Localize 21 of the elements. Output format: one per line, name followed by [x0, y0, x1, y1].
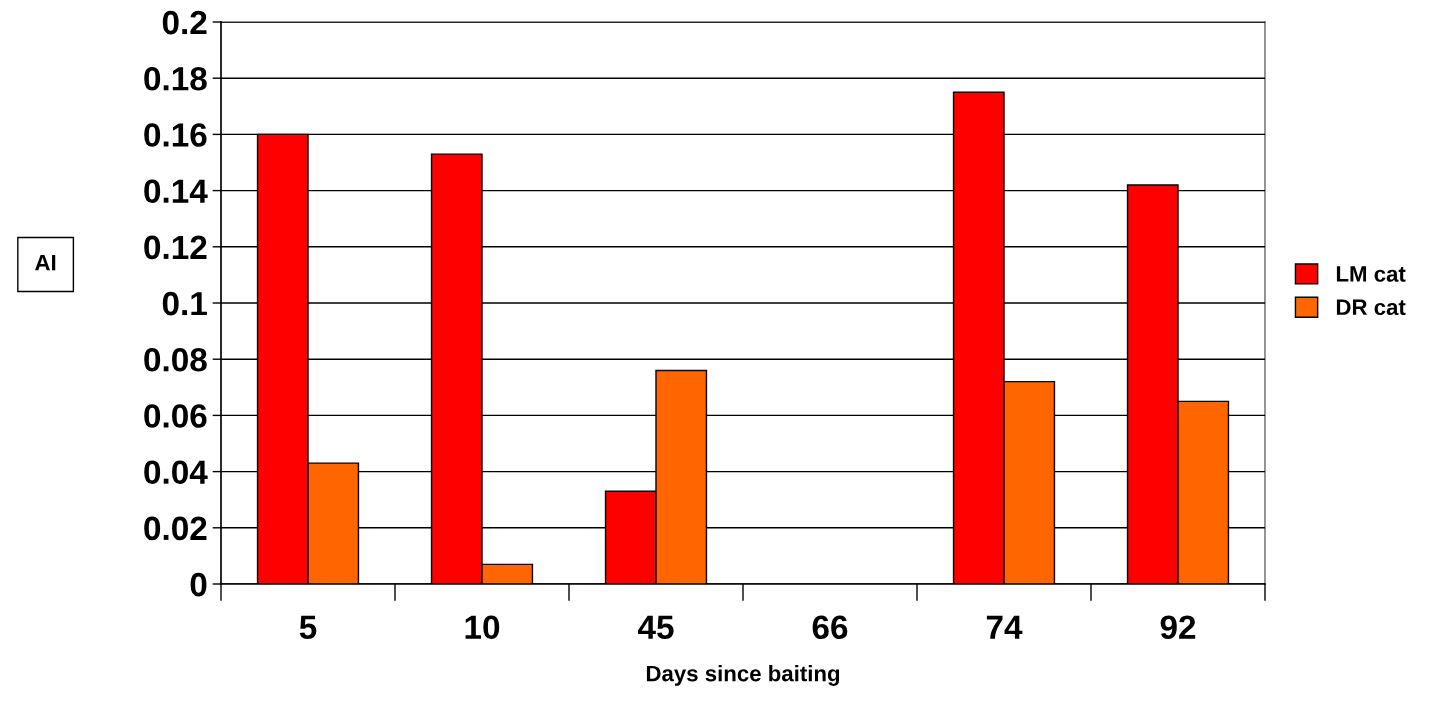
y-tick-label: 0.08	[144, 348, 207, 372]
y-tick-label: 0.1	[162, 291, 207, 316]
x-tick-label: 10	[465, 615, 500, 640]
y-tick-label: 0.14	[144, 179, 208, 204]
x-axis-title: Days since baiting	[646, 665, 840, 686]
y-tick-label: 0	[190, 572, 207, 597]
y-tick-label: 0.16	[144, 123, 207, 147]
x-tick-label: 92	[1160, 615, 1196, 640]
y-tick-label: 0.06	[144, 404, 207, 428]
x-tick-label: 45	[637, 615, 674, 640]
y-axis-title: AI	[35, 255, 56, 271]
legend-label: LM cat	[1336, 266, 1406, 282]
x-tick-label: 74	[986, 615, 1023, 639]
y-tick-label: 0.02	[144, 516, 207, 541]
x-tick-label: 66	[812, 615, 848, 640]
legend-label: DR cat	[1336, 299, 1406, 316]
y-tick-label: 0.12	[144, 235, 207, 260]
y-tick-label: 0.04	[144, 460, 208, 485]
y-tick-label: 0.2	[162, 10, 207, 35]
x-tick-label: 5	[299, 615, 317, 640]
y-tick-label: 0.18	[144, 67, 207, 91]
